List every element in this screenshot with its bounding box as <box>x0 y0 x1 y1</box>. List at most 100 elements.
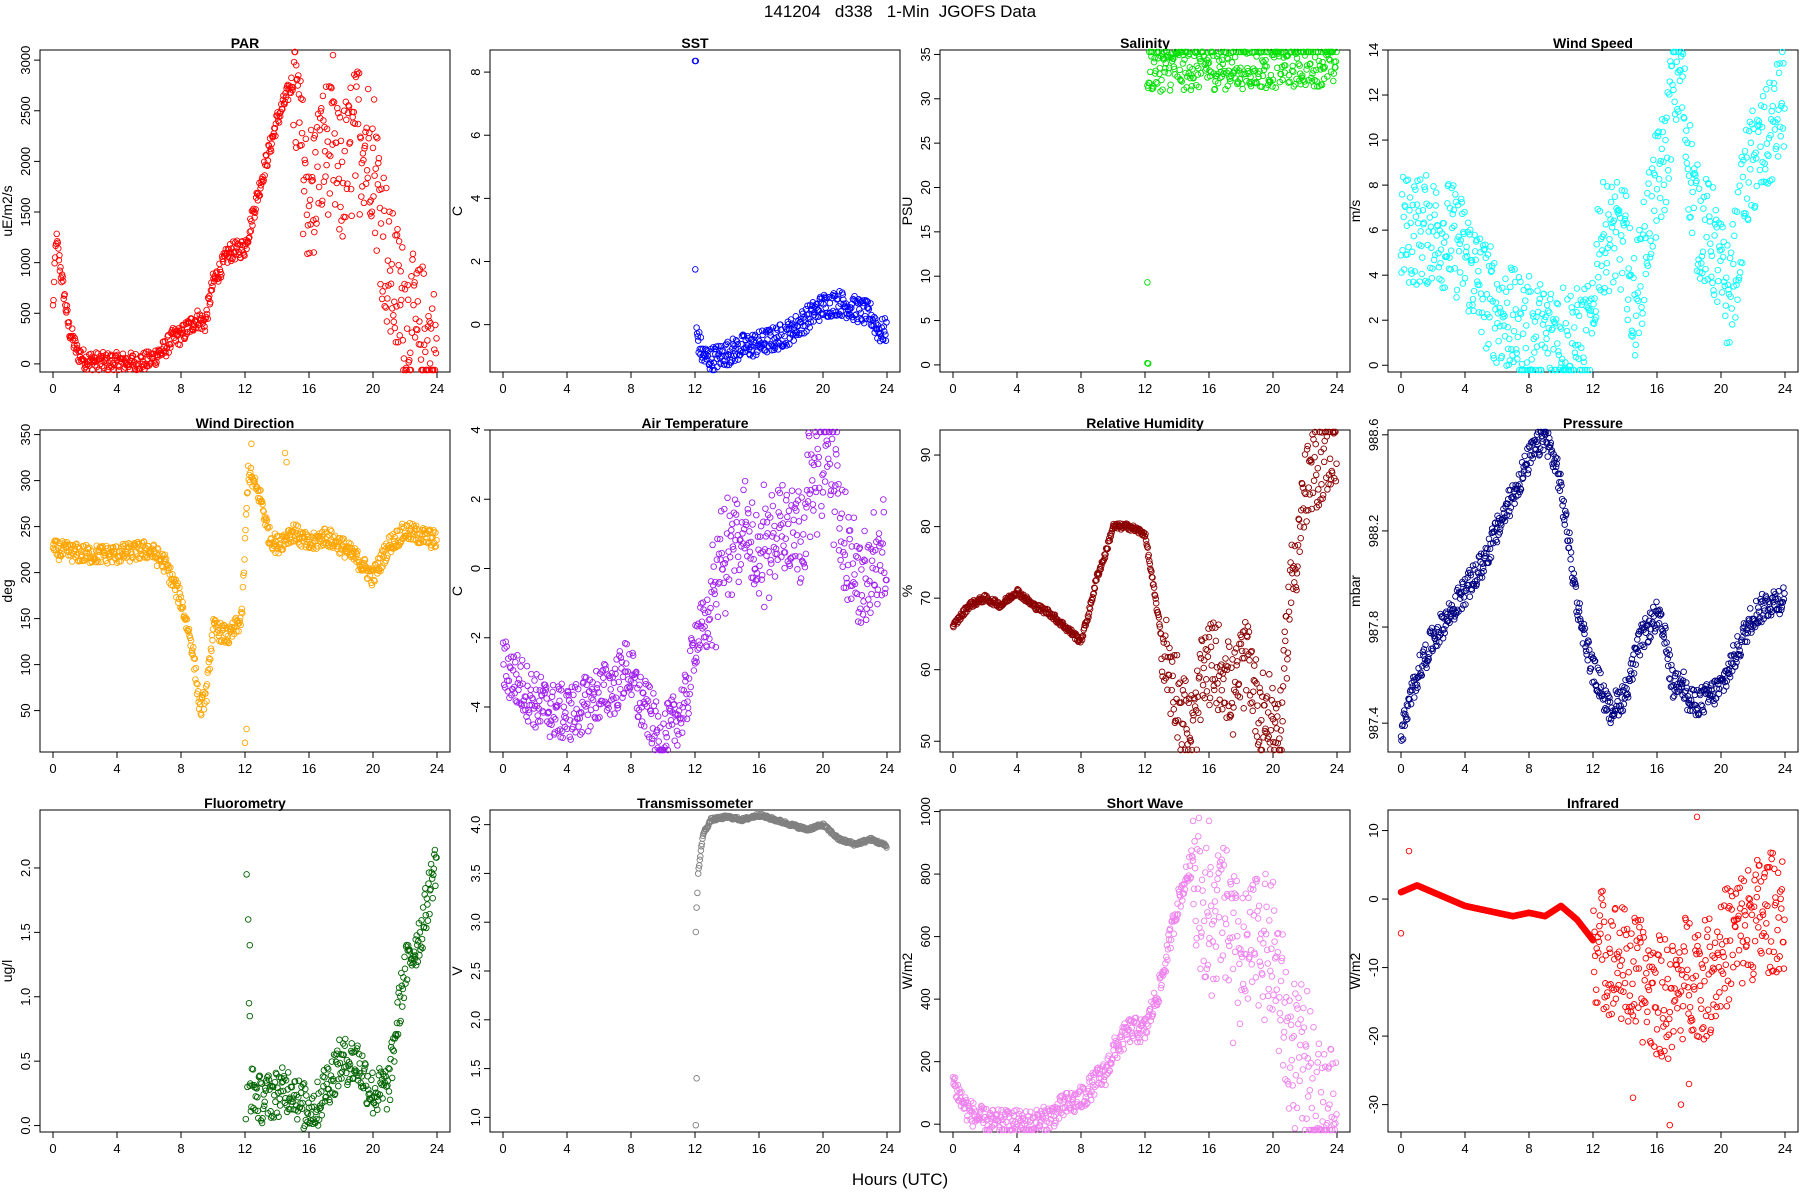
data-point <box>872 315 879 322</box>
data-point <box>271 125 279 132</box>
plot-frame <box>489 429 901 753</box>
data-point <box>774 338 781 345</box>
data-point <box>801 329 808 337</box>
x-tick-label: 24 <box>1330 381 1344 396</box>
data-point <box>722 610 729 617</box>
y-tick-label: 350 <box>18 424 33 446</box>
data-point <box>1300 524 1308 531</box>
data-point <box>304 222 312 229</box>
data-point <box>65 319 73 326</box>
data-point <box>129 352 136 359</box>
data-point <box>399 244 406 251</box>
data-point <box>64 306 71 314</box>
data-point <box>384 257 392 264</box>
data-point <box>1658 145 1666 153</box>
x-tick-label: 16 <box>1202 381 1216 396</box>
data-point <box>851 292 858 300</box>
y-axis-label: % <box>899 585 915 597</box>
x-tick-label: 20 <box>1714 381 1728 396</box>
data-point <box>796 330 803 337</box>
data-point <box>1724 242 1731 249</box>
data-point <box>1685 206 1692 213</box>
data-point <box>243 725 250 733</box>
data-point <box>790 542 798 549</box>
data-point <box>749 521 756 528</box>
data-point <box>1646 230 1653 237</box>
x-tick-label: 4 <box>563 381 570 396</box>
y-tick-label: 20 <box>918 180 933 194</box>
panel-title: Relative Humidity <box>1086 415 1204 431</box>
data-point <box>203 681 211 688</box>
data-point <box>798 308 806 315</box>
data-point <box>856 306 863 313</box>
data-point <box>692 266 699 273</box>
data-point <box>857 309 865 317</box>
data-point <box>324 138 331 145</box>
data-point <box>375 154 383 162</box>
data-point <box>1673 58 1680 65</box>
data-point <box>779 481 786 489</box>
data-point <box>312 149 319 156</box>
data-point <box>310 249 318 256</box>
data-point <box>381 302 388 310</box>
data-point <box>299 96 306 103</box>
data-point <box>306 249 313 257</box>
data-point <box>314 163 321 170</box>
x-tick-label: 24 <box>880 761 894 776</box>
data-point <box>391 324 399 332</box>
data-point <box>295 72 302 79</box>
data-point <box>846 535 853 543</box>
x-tick-label: 8 <box>1077 381 1084 396</box>
data-point <box>1163 616 1170 624</box>
data-point <box>131 365 139 373</box>
data-point <box>308 177 315 185</box>
data-point <box>771 573 779 580</box>
y-tick-label: 987.4 <box>1366 707 1381 740</box>
x-tick-label: 12 <box>1586 761 1600 776</box>
data-point <box>1765 152 1772 160</box>
data-point <box>252 206 259 213</box>
data-point <box>57 264 64 271</box>
data-point <box>710 359 717 366</box>
data-point <box>1224 55 1232 63</box>
x-tick-label: 16 <box>752 381 766 396</box>
data-point <box>1638 320 1646 327</box>
data-point <box>330 98 338 106</box>
data-point <box>324 211 332 218</box>
data-point <box>241 556 248 563</box>
data-point <box>1777 132 1784 140</box>
data-point <box>780 542 787 549</box>
data-point <box>1406 194 1414 201</box>
x-tick-label: 4 <box>1013 381 1020 396</box>
data-point <box>401 285 409 293</box>
data-point <box>404 281 411 289</box>
data-point <box>281 449 289 457</box>
data-point <box>1581 630 1588 638</box>
panel-title: SST <box>681 35 709 51</box>
data-point <box>803 328 810 335</box>
data-point <box>201 327 209 335</box>
data-point <box>1596 250 1603 258</box>
data-point <box>873 325 881 333</box>
data-point <box>660 720 667 727</box>
data-point <box>839 291 846 298</box>
data-point <box>794 566 801 573</box>
data-point <box>371 172 378 179</box>
data-point <box>1283 675 1291 682</box>
data-point <box>1199 681 1207 689</box>
data-point <box>264 157 272 164</box>
data-point <box>1207 643 1215 651</box>
x-tick-label: 24 <box>1778 761 1792 776</box>
data-point <box>1400 213 1407 221</box>
data-point <box>303 211 311 219</box>
data-point <box>389 210 396 217</box>
data-point <box>1493 280 1501 288</box>
data-point <box>1194 71 1202 78</box>
data-point <box>426 360 434 367</box>
data-point <box>417 341 424 348</box>
data-point <box>1466 593 1474 600</box>
data-point <box>256 192 264 199</box>
data-point <box>316 126 323 134</box>
data-point <box>1647 250 1655 258</box>
data-point <box>411 334 419 341</box>
